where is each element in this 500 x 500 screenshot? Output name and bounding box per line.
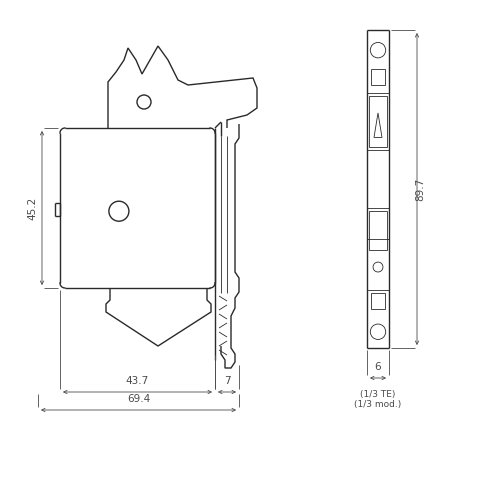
- Text: 45.2: 45.2: [27, 196, 37, 220]
- Text: 7: 7: [224, 376, 230, 386]
- Text: 6: 6: [374, 362, 382, 372]
- Bar: [371, 69, 385, 85]
- Text: (1/3 TE): (1/3 TE): [360, 390, 396, 399]
- Text: 43.7: 43.7: [126, 376, 149, 386]
- Bar: [371, 293, 385, 309]
- Text: 69.4: 69.4: [127, 394, 150, 404]
- Text: (1/3 mod.): (1/3 mod.): [354, 400, 402, 409]
- Bar: [369, 211, 387, 250]
- Text: 89.7: 89.7: [415, 178, 425, 201]
- Bar: [369, 96, 387, 147]
